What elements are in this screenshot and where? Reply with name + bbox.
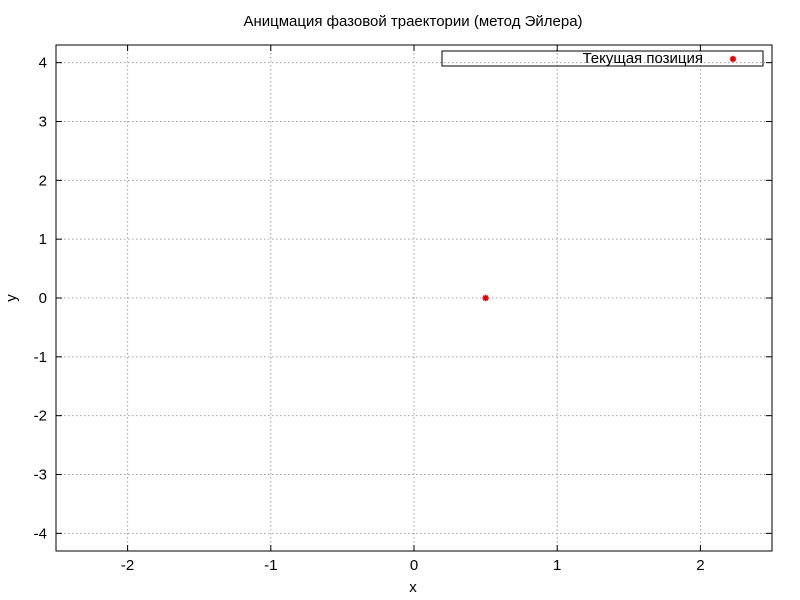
y-tick-label: -4 — [34, 525, 47, 542]
y-tick-label: 0 — [39, 290, 47, 307]
y-axis-label: y — [3, 294, 20, 302]
x-tick-label: -1 — [264, 557, 277, 574]
y-tick-label: 1 — [39, 231, 47, 248]
chart-title: Аницмация фазовой траектории (метод Эйле… — [243, 13, 582, 30]
x-axis-label: x — [409, 579, 417, 596]
x-tick-label: 1 — [553, 557, 561, 574]
grid-lines — [56, 45, 772, 551]
data-point — [482, 294, 489, 302]
y-tick-label: -2 — [34, 408, 47, 425]
x-tick-label: -2 — [121, 557, 134, 574]
x-tick-label: 0 — [410, 557, 418, 574]
y-tick-label: 2 — [39, 172, 47, 189]
tick-labels: -2 -1 0 1 2 -4 -3 -2 -1 0 1 2 3 4 — [34, 55, 705, 574]
legend-box — [441, 50, 764, 67]
legend-marker-symbol — [729, 55, 737, 63]
legend: Текущая позиция — [441, 50, 764, 67]
legend-marker — [729, 55, 737, 63]
legend-label: Текущая позиция — [582, 50, 703, 67]
y-tick-label: 4 — [39, 55, 47, 72]
x-tick-label: 2 — [696, 557, 704, 574]
plot-frame — [55, 44, 773, 552]
y-tick-label: -1 — [34, 349, 47, 366]
y-tick-label: 3 — [39, 113, 47, 130]
data-points — [482, 294, 489, 302]
y-tick-label: -3 — [34, 467, 47, 484]
axis-ticks — [56, 45, 772, 551]
